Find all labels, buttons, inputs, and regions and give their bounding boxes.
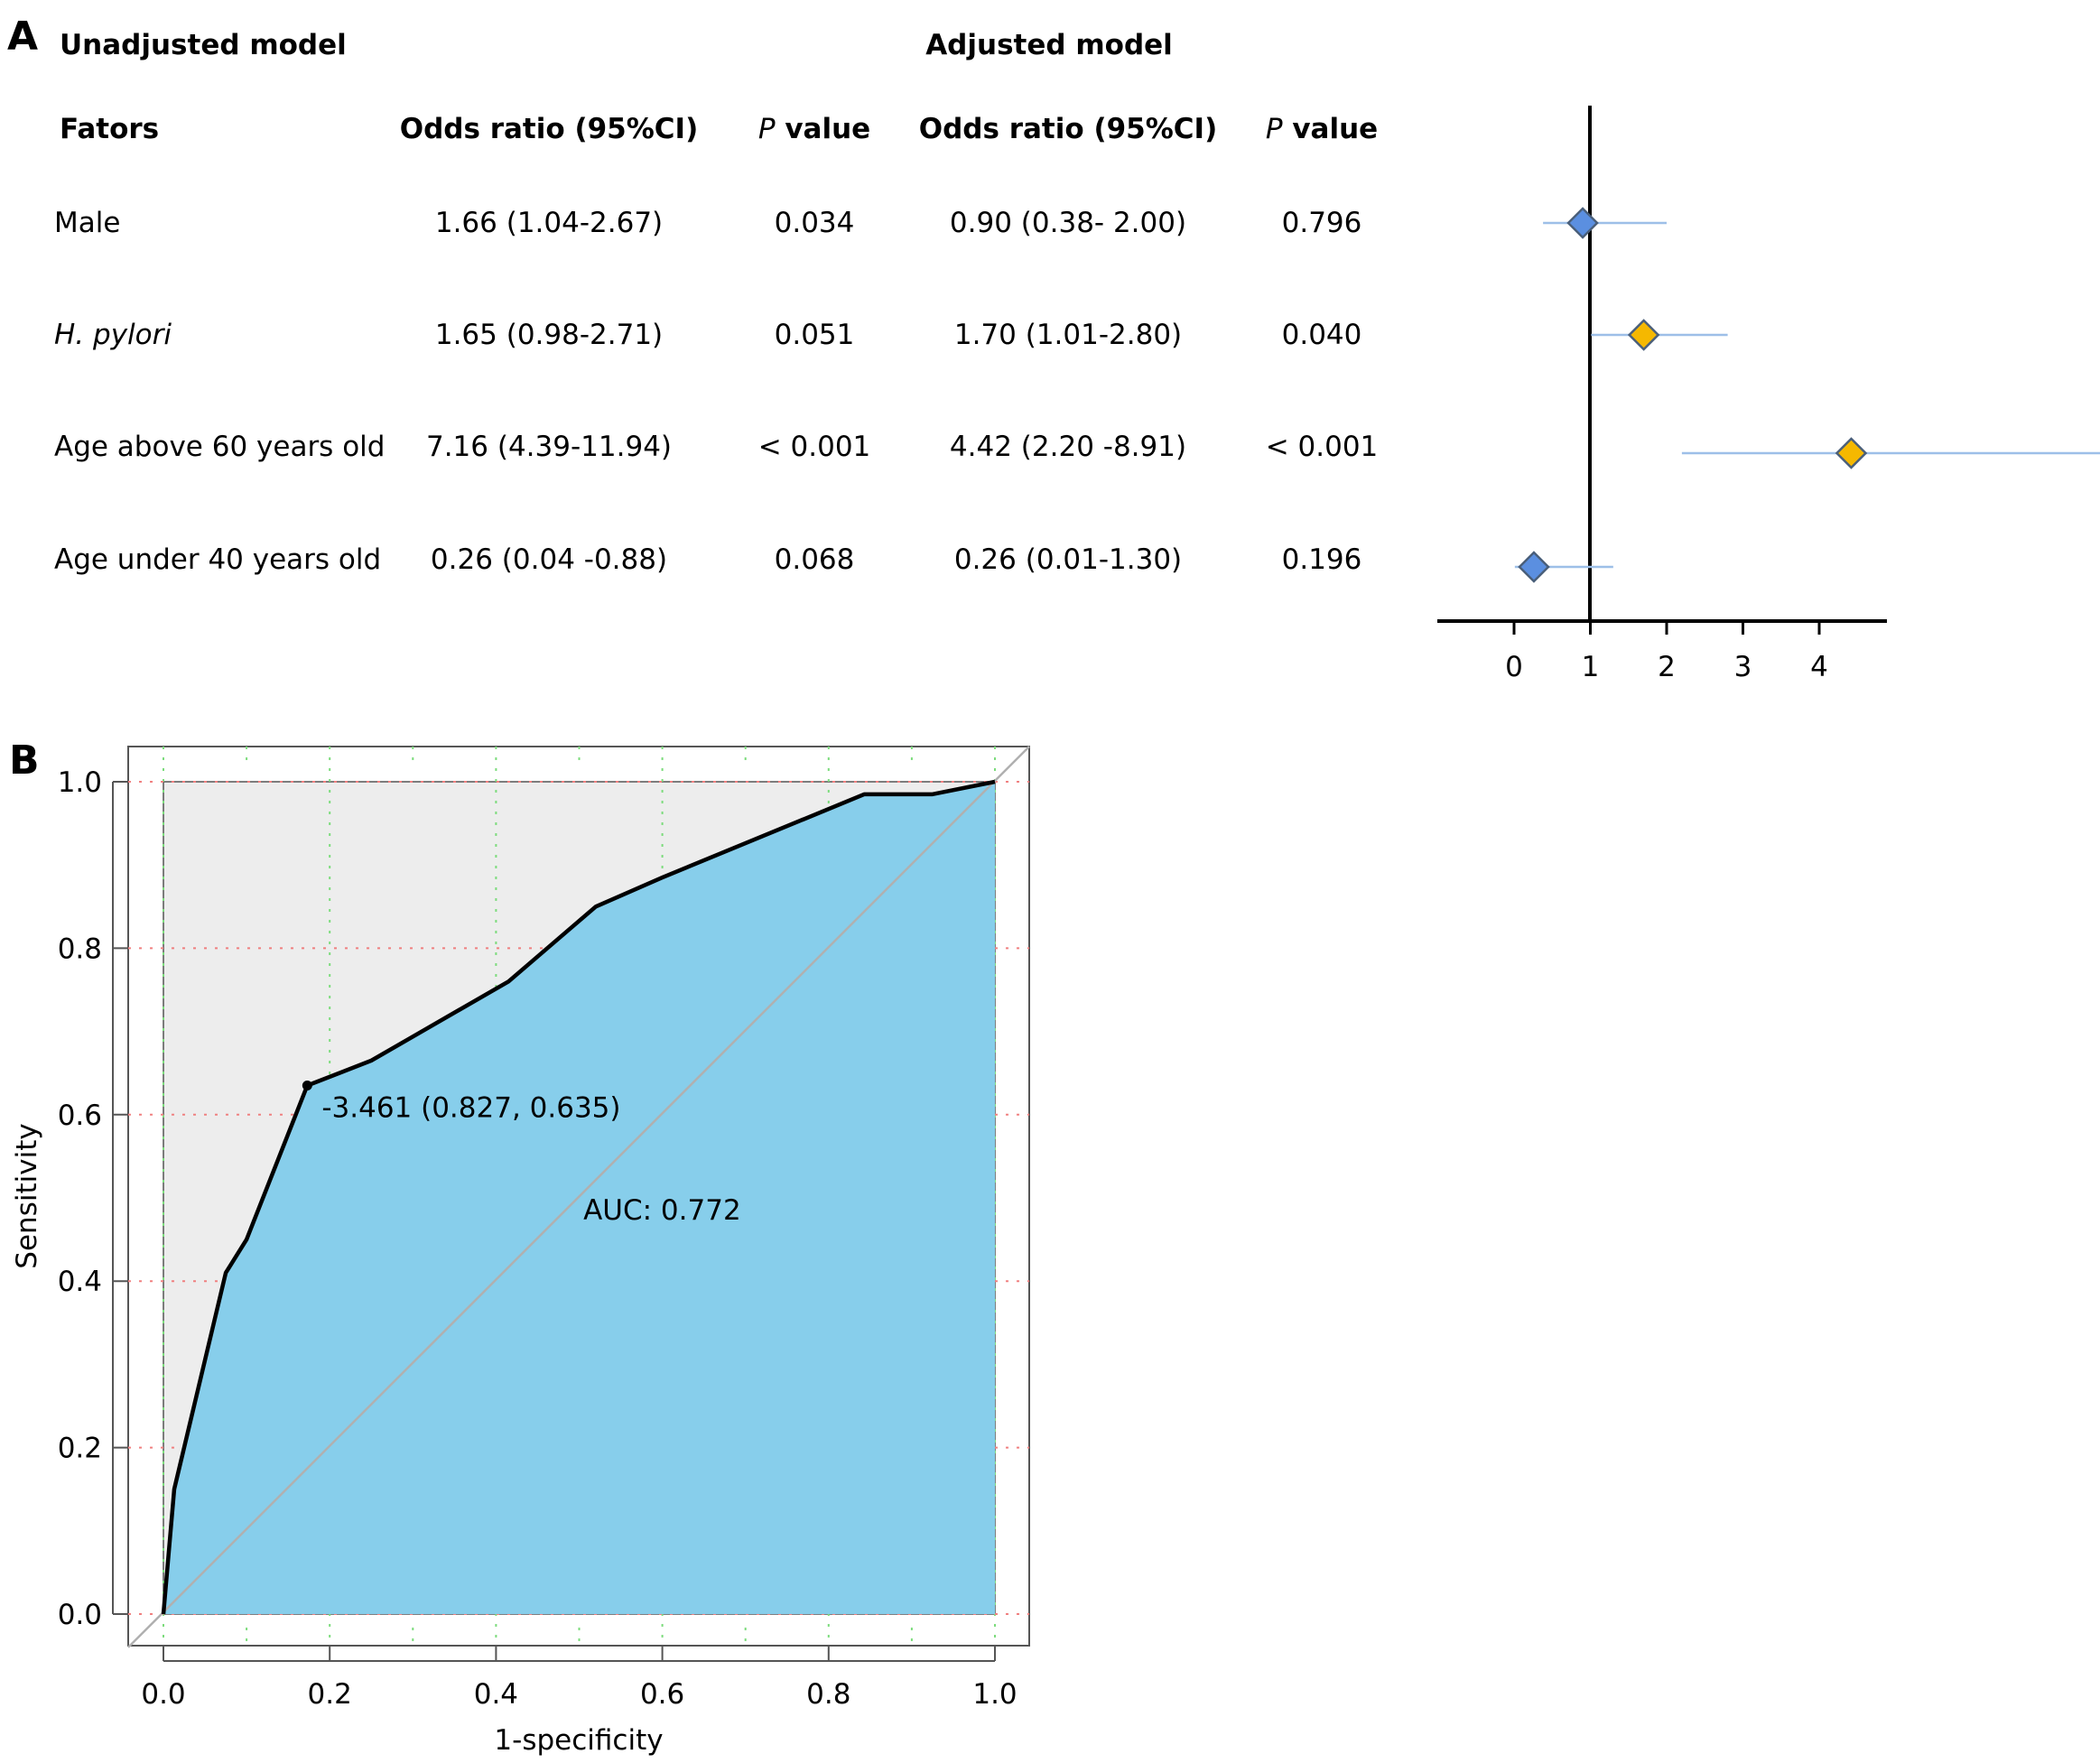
table-row-or-adjusted: 0.90 (0.38- 2.00) <box>950 207 1186 239</box>
roc-y-tick-label: 0.4 <box>58 1266 102 1298</box>
roc-x-tick-label: 0.0 <box>141 1678 185 1711</box>
table-row-or-unadjusted: 7.16 (4.39-11.94) <box>426 431 672 463</box>
table-row-p-adjusted: 0.040 <box>1282 319 1362 351</box>
forest-tick-label: 0 <box>1505 651 1523 683</box>
table-row-or-adjusted: 0.26 (0.01-1.30) <box>954 543 1182 576</box>
roc-cutoff-label: -3.461 (0.827, 0.635) <box>321 1092 620 1125</box>
roc-x-tick-label: 0.2 <box>308 1678 352 1711</box>
forest-tick-label: 2 <box>1658 651 1676 683</box>
header-p-unadjusted: P value <box>758 113 870 145</box>
roc-curve <box>161 779 996 1615</box>
table-row-p-unadjusted: 0.051 <box>775 319 855 351</box>
panel-a-letter: A <box>7 14 38 60</box>
table-row-factor: H. pylori <box>54 319 172 351</box>
roc-cutoff-point <box>302 1081 312 1091</box>
roc-x-tick-label: 0.4 <box>474 1678 518 1711</box>
header-factors: Fators <box>60 113 159 145</box>
forest-plot: 0 1 2 3 4 <box>1437 106 2100 683</box>
table-row-or-adjusted: 1.70 (1.01-2.80) <box>954 319 1182 351</box>
unadjusted-model-heading: Unadjusted model <box>60 29 347 61</box>
table-row-p-adjusted: < 0.001 <box>1266 431 1379 463</box>
roc-y-tick-label: 0.2 <box>58 1433 102 1465</box>
table-row-p-unadjusted: 0.034 <box>775 207 855 239</box>
adjusted-model-heading: Adjusted model <box>925 29 1173 61</box>
forest-point-marker <box>1627 319 1660 351</box>
table-row-or-unadjusted: 1.65 (0.98-2.71) <box>435 319 663 351</box>
forest-tick-label: 4 <box>1810 651 1828 683</box>
roc-y-tick-label: 1.0 <box>58 766 102 799</box>
table-row-factor: Age under 40 years old <box>54 543 381 576</box>
roc-x-tick-label: 0.6 <box>640 1678 684 1711</box>
table-row-p-adjusted: 0.196 <box>1282 543 1362 576</box>
panel-b: B -3.461 (0.827, 0.635) AUC: 0.772 0.0 0.… <box>9 738 1030 1757</box>
roc-x-tick-label: 0.8 <box>806 1678 850 1711</box>
forest-tick-label: 3 <box>1734 651 1752 683</box>
roc-diagonal <box>127 746 1030 1648</box>
table-row-or-unadjusted: 1.66 (1.04-2.67) <box>435 207 663 239</box>
roc-y-tick-label: 0.6 <box>58 1100 102 1132</box>
roc-x-axis-label: 1-specificity <box>494 1724 663 1757</box>
table-row-or-unadjusted: 0.26 (0.04 -0.88) <box>431 543 667 576</box>
forest-point-marker <box>1518 551 1550 583</box>
forest-ticks: 0 1 2 3 4 <box>1505 621 1828 683</box>
table-row-factor: Male <box>54 207 120 239</box>
table-row-p-unadjusted: < 0.001 <box>758 431 871 463</box>
forest-point-marker <box>1835 437 1868 469</box>
table-row-or-adjusted: 4.42 (2.20 -8.91) <box>950 431 1186 463</box>
roc-y-tick-label: 0.8 <box>58 933 102 965</box>
header-or-adjusted: Odds ratio (95%CI) <box>919 113 1218 145</box>
forest-tick-label: 1 <box>1582 651 1600 683</box>
table-rows: Male 1.66 (1.04-2.67) 0.034 0.90 (0.38- 2.0… <box>54 207 1378 576</box>
roc-x-tick-label: 1.0 <box>972 1678 1017 1711</box>
roc-y-axis-label: Sensitivity <box>11 1123 43 1268</box>
roc-auc-label: AUC: 0.772 <box>583 1194 741 1227</box>
panel-b-letter: B <box>9 738 40 784</box>
table-row-factor: Age above 60 years old <box>54 431 385 463</box>
forest-points <box>1514 207 2100 583</box>
panel-a: A Unadjusted model Adjusted model Fators… <box>7 14 1378 576</box>
table-row-p-adjusted: 0.796 <box>1282 207 1362 239</box>
roc-y-tick-label: 0.0 <box>58 1599 102 1631</box>
header-or-unadjusted: Odds ratio (95%CI) <box>400 113 699 145</box>
table-row-p-unadjusted: 0.068 <box>775 543 855 576</box>
header-p-adjusted: P value <box>1266 113 1378 145</box>
forest-point-marker <box>1566 207 1599 239</box>
roc-axes: 0.0 0.2 0.4 0.6 0.8 1.0 0.0 0.2 0.4 0.6 0.8 1.0 <box>58 766 1017 1711</box>
